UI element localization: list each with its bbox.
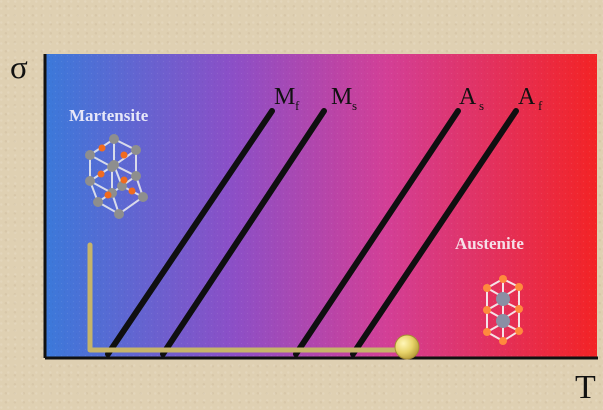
ms-label-sub: s bbox=[352, 98, 357, 113]
af-label-sub: f bbox=[538, 98, 543, 113]
as-label-sub: s bbox=[479, 98, 484, 113]
as-label-main: A bbox=[459, 84, 477, 110]
af-boundary-line bbox=[350, 108, 519, 357]
load-path bbox=[87, 242, 408, 353]
state-ball bbox=[394, 334, 420, 360]
as-boundary-line bbox=[293, 108, 461, 357]
y-axis-label: σ bbox=[10, 50, 28, 86]
af-label-main: A bbox=[518, 84, 536, 110]
austenite-crystal-icon bbox=[483, 275, 523, 345]
martensite-crystal-icon bbox=[85, 134, 148, 219]
mf-label-sub: f bbox=[295, 98, 300, 113]
ms-label-main: M bbox=[331, 84, 352, 110]
martensite-label: Martensite bbox=[69, 106, 149, 125]
ms-boundary-line bbox=[160, 108, 327, 357]
austenite-label: Austenite bbox=[455, 234, 524, 253]
x-axis-label: T bbox=[575, 369, 596, 406]
mf-label-main: M bbox=[274, 84, 295, 110]
mf-boundary-line bbox=[105, 108, 275, 357]
